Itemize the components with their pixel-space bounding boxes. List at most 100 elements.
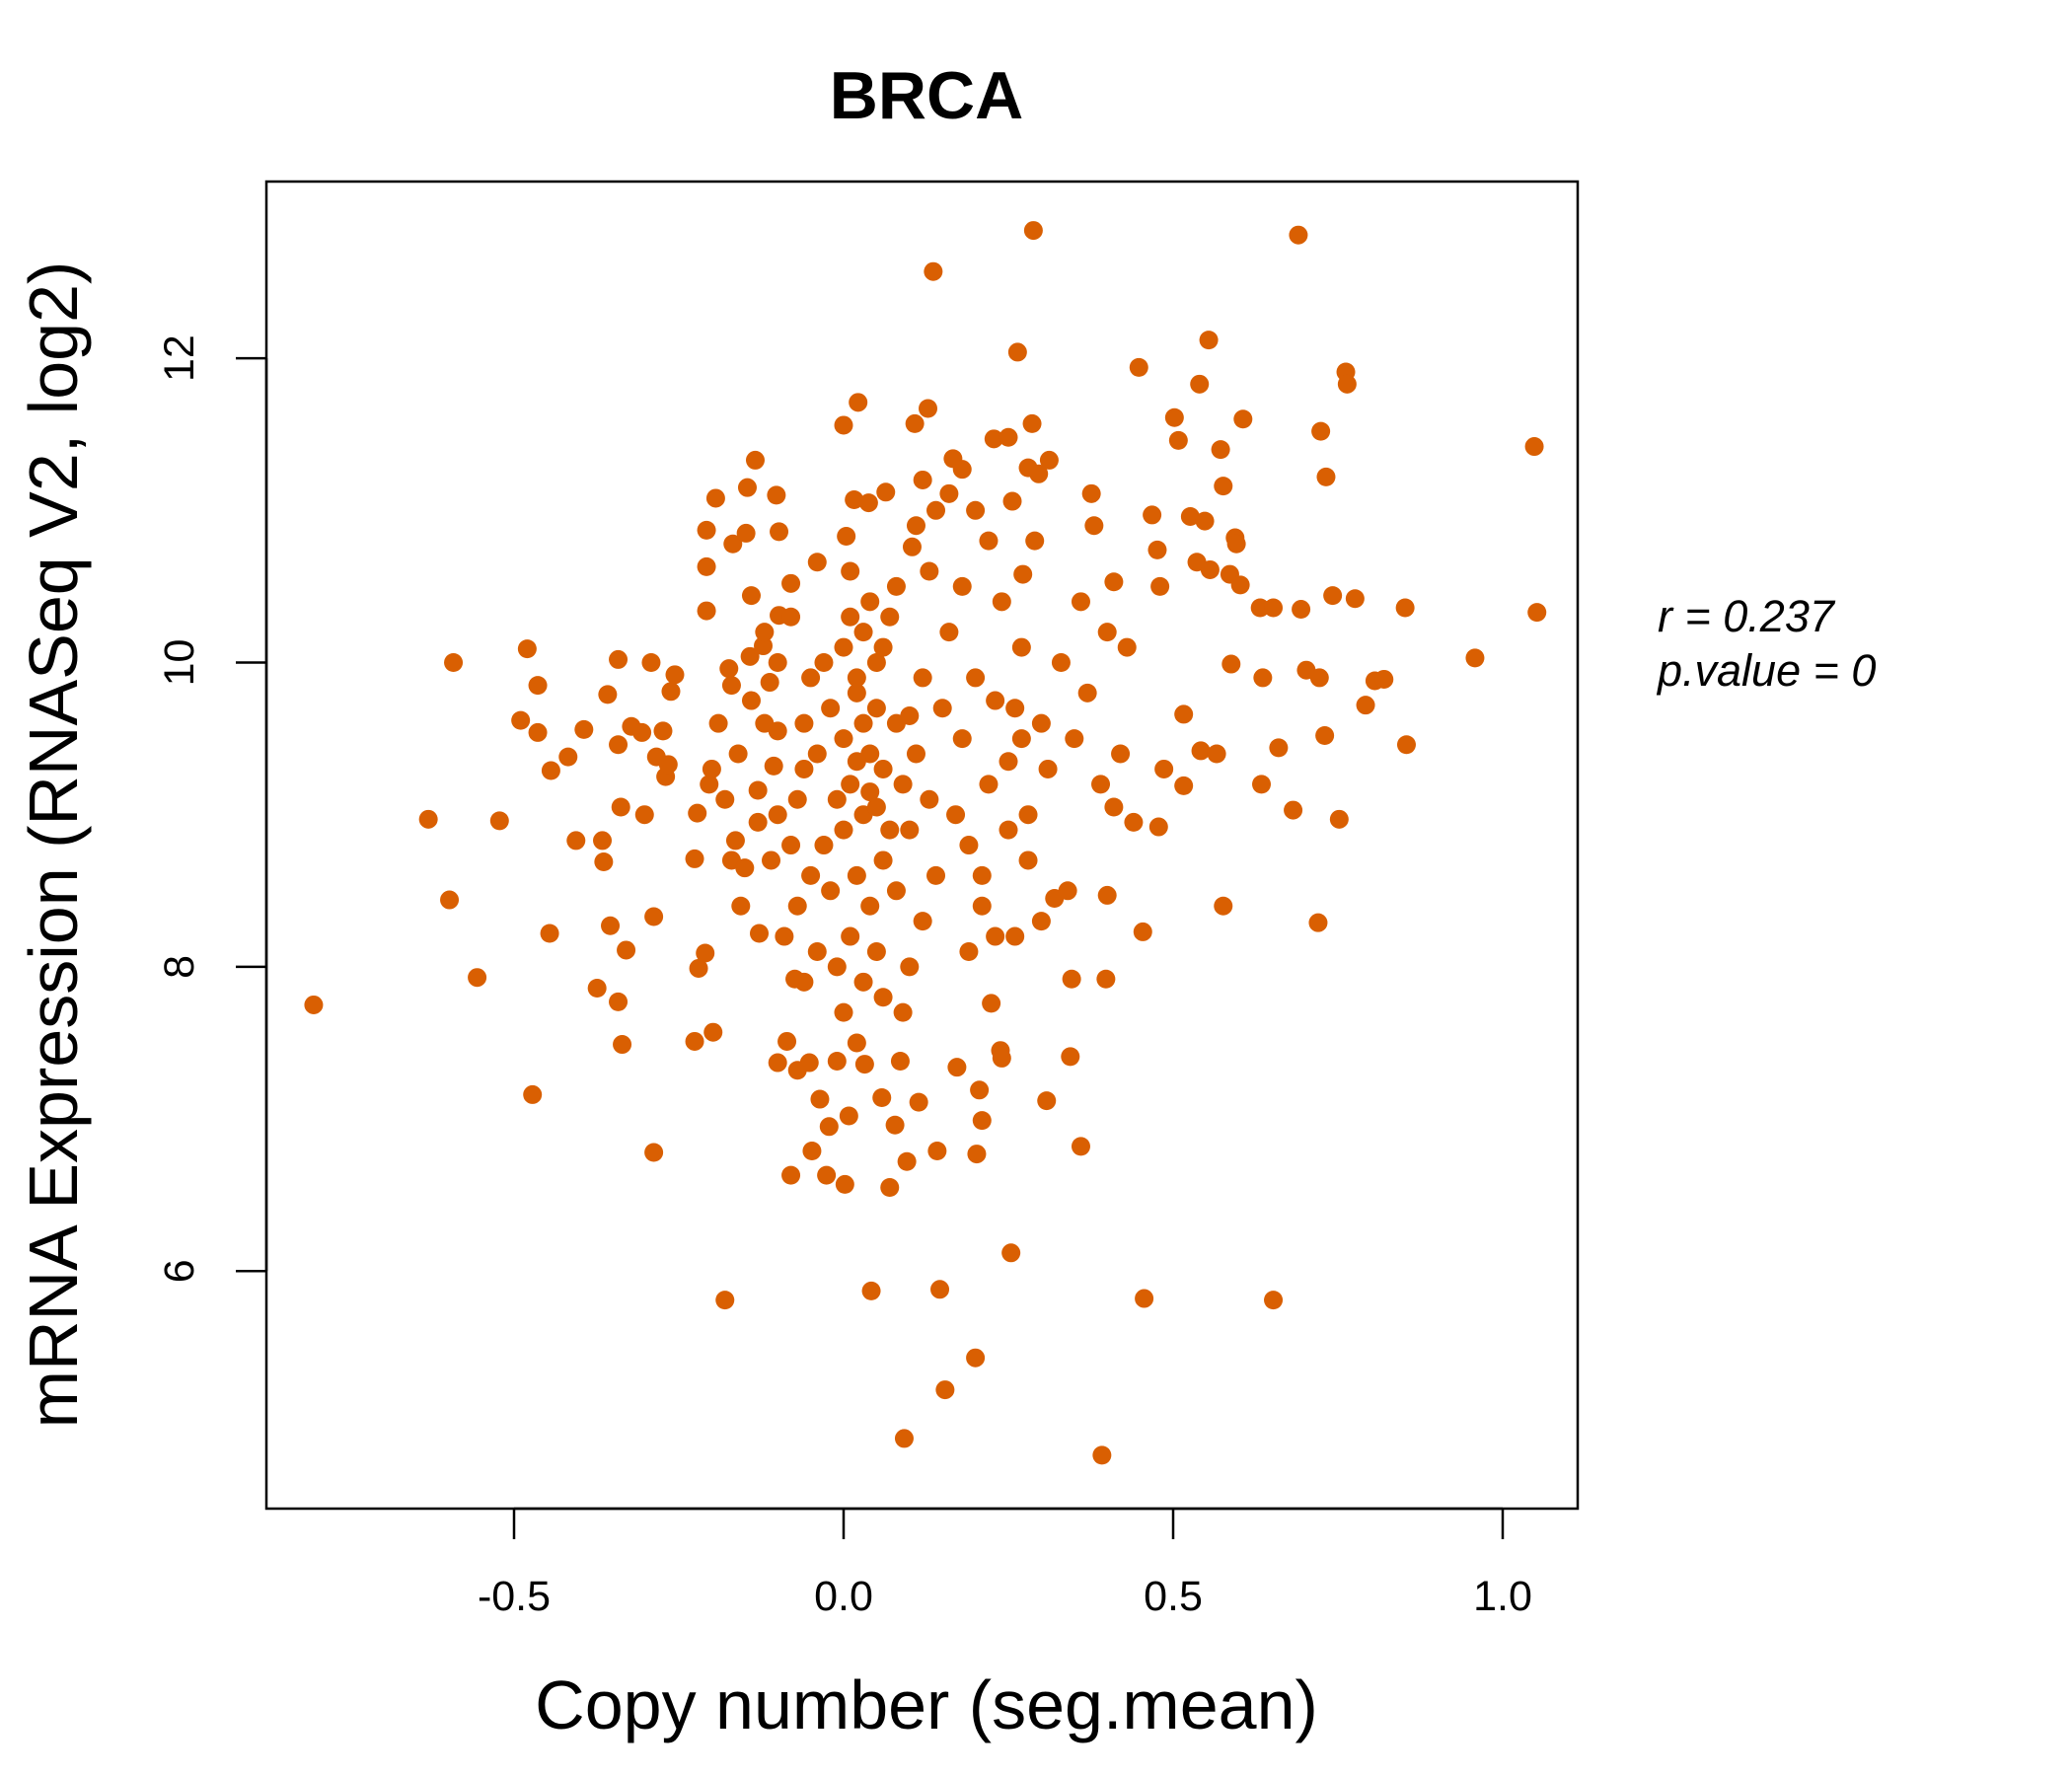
data-point	[719, 659, 739, 679]
data-point	[986, 691, 1005, 710]
data-point	[1395, 598, 1415, 618]
data-point	[1211, 440, 1230, 460]
data-point	[781, 1165, 801, 1185]
data-point	[1002, 491, 1022, 511]
data-point	[1311, 421, 1331, 441]
data-point	[906, 516, 925, 536]
data-point	[876, 482, 896, 502]
data-point	[1104, 572, 1124, 592]
data-point	[802, 1141, 822, 1160]
data-point	[1252, 775, 1272, 794]
data-point	[794, 759, 814, 778]
data-point	[593, 831, 613, 851]
data-point	[634, 805, 654, 825]
data-point	[566, 831, 586, 851]
data-point	[1221, 654, 1241, 674]
data-point	[873, 851, 893, 870]
data-point	[644, 907, 664, 926]
data-point	[972, 865, 992, 885]
data-point	[594, 852, 614, 872]
data-point	[972, 896, 992, 916]
data-point	[702, 759, 721, 778]
data-point	[880, 1177, 900, 1197]
data-point	[959, 836, 979, 855]
data-point	[794, 713, 814, 733]
data-point	[841, 926, 860, 946]
data-point	[517, 639, 537, 659]
data-point	[1007, 342, 1027, 362]
data-point	[939, 483, 959, 503]
data-point	[468, 968, 487, 988]
data-point	[880, 820, 900, 840]
data-point	[959, 941, 979, 961]
data-point	[762, 851, 781, 870]
data-point	[999, 820, 1018, 840]
data-point	[866, 797, 886, 817]
data-point	[1081, 483, 1101, 503]
data-point	[872, 1088, 892, 1108]
data-point	[1065, 729, 1084, 749]
data-point	[609, 992, 629, 1011]
data-point	[697, 520, 716, 540]
data-point	[1031, 912, 1051, 931]
data-point	[1029, 464, 1049, 483]
p-value-label: p.value = 0	[1656, 645, 1876, 696]
data-point	[1124, 812, 1144, 832]
data-points	[304, 221, 1547, 1465]
data-point	[781, 836, 801, 855]
data-point	[886, 881, 906, 901]
data-point	[926, 865, 946, 885]
data-point	[1396, 735, 1416, 755]
data-point	[1013, 564, 1033, 584]
data-point	[817, 1165, 837, 1185]
data-point	[1527, 603, 1547, 623]
data-point	[847, 1033, 866, 1053]
data-point	[827, 789, 847, 809]
data-point	[1524, 437, 1544, 457]
x-tick-label: -0.5	[478, 1573, 551, 1620]
data-point	[913, 470, 932, 489]
data-point	[708, 713, 728, 733]
data-point	[1018, 851, 1038, 870]
data-point	[665, 665, 685, 685]
data-point	[741, 586, 761, 606]
data-point	[1269, 738, 1289, 758]
data-point	[1168, 430, 1188, 450]
data-point	[902, 537, 922, 556]
data-point	[835, 1174, 854, 1194]
data-point	[920, 561, 939, 581]
data-point	[1096, 969, 1116, 989]
data-point	[558, 747, 578, 767]
data-point	[834, 820, 853, 840]
data-point	[873, 637, 893, 657]
data-point	[900, 705, 920, 725]
data-point	[1037, 1091, 1057, 1111]
correlation-label: r = 0.237	[1658, 591, 1836, 641]
y-tick-label: 12	[156, 334, 203, 382]
data-point	[1084, 516, 1104, 536]
y-tick-label: 10	[156, 639, 203, 687]
data-point	[807, 553, 827, 572]
data-point	[696, 943, 715, 963]
data-point	[1264, 1291, 1284, 1310]
data-point	[418, 809, 438, 829]
data-point	[834, 415, 853, 435]
data-point	[661, 682, 681, 702]
data-point	[860, 592, 880, 612]
data-point	[768, 653, 787, 672]
data-point	[1097, 885, 1117, 905]
data-point	[970, 1080, 990, 1100]
data-point	[999, 752, 1018, 772]
data-point	[1308, 913, 1328, 932]
data-point	[611, 797, 630, 817]
data-point	[768, 721, 787, 741]
data-point	[794, 972, 814, 992]
data-point	[444, 653, 464, 672]
data-point	[1005, 699, 1025, 718]
data-point	[1077, 683, 1097, 703]
data-point	[740, 646, 760, 666]
data-point	[847, 668, 866, 688]
data-point	[810, 1089, 830, 1109]
data-point	[999, 427, 1018, 447]
data-point	[767, 485, 786, 505]
